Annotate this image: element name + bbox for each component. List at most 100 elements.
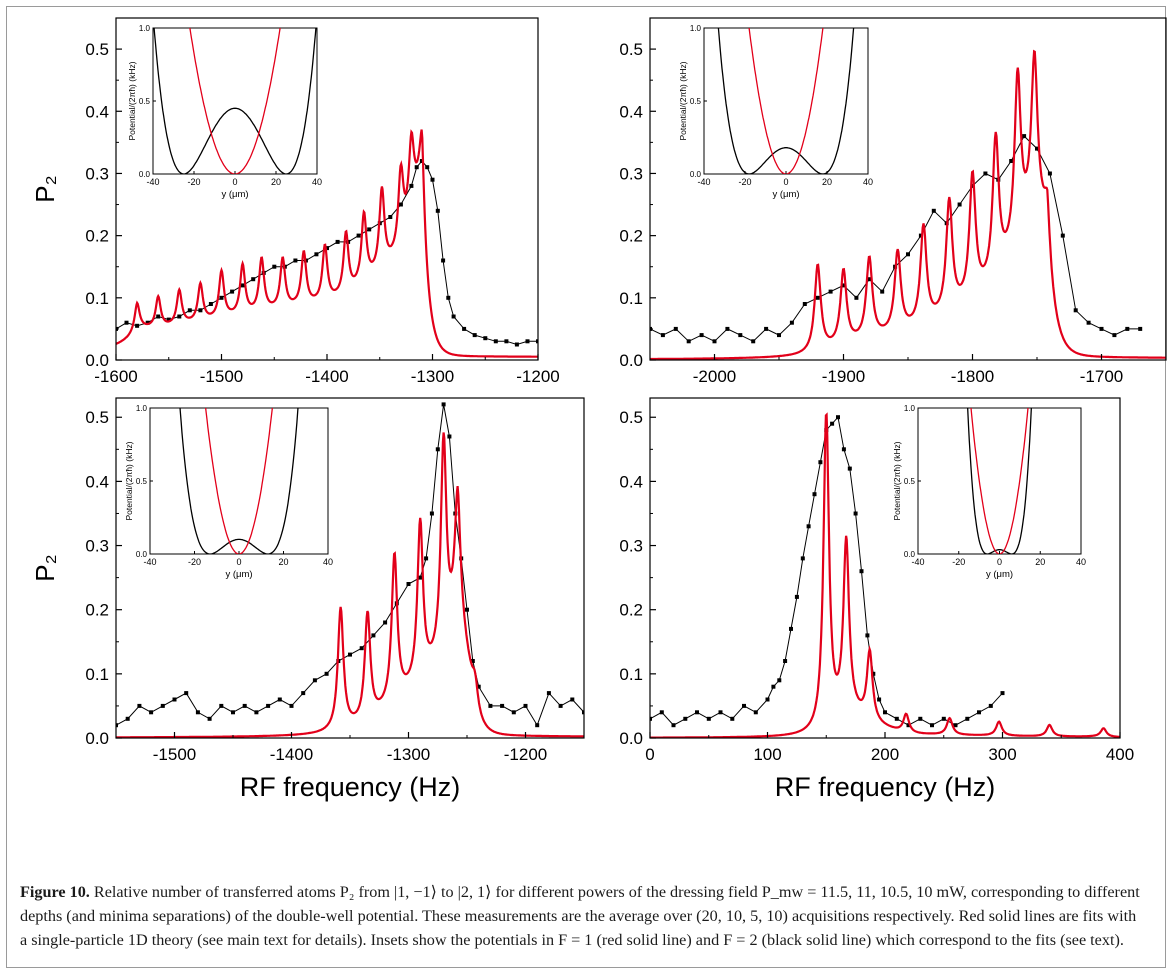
x-tick-label: -1300 bbox=[411, 367, 454, 386]
inset-x-tick-label: -20 bbox=[188, 557, 201, 567]
data-point bbox=[325, 246, 329, 251]
data-point bbox=[806, 524, 811, 529]
data-point bbox=[794, 594, 799, 599]
inset-y-axis-label: Potential/(2πħ) (kHz) bbox=[127, 61, 137, 140]
figure-label: Figure 10. bbox=[20, 883, 90, 901]
figure-caption-text: Relative number of transferred atoms P₂ … bbox=[20, 883, 1140, 949]
data-point bbox=[348, 652, 352, 657]
data-point bbox=[406, 582, 411, 586]
y-tick-label: 0.1 bbox=[85, 665, 109, 684]
data-point bbox=[1047, 171, 1052, 176]
y-tick-label: 0.0 bbox=[85, 351, 109, 370]
data-point bbox=[187, 308, 192, 313]
inset-x-tick-label: 40 bbox=[863, 177, 873, 187]
data-point bbox=[983, 171, 988, 176]
data-point bbox=[988, 703, 993, 708]
y-tick-label: 0.1 bbox=[619, 289, 643, 308]
x-tick-label: -1400 bbox=[305, 367, 348, 386]
data-point bbox=[871, 671, 876, 676]
data-point bbox=[941, 716, 946, 721]
y-tick-label: 0.1 bbox=[85, 289, 109, 308]
data-point bbox=[977, 710, 981, 715]
x-tick-label: -1200 bbox=[516, 367, 559, 386]
data-point bbox=[504, 339, 509, 344]
data-point bbox=[582, 710, 584, 715]
data-point bbox=[312, 678, 317, 683]
inset-x-tick-label: -40 bbox=[911, 557, 924, 567]
data-point bbox=[836, 415, 840, 420]
x-tick-label: -1200 bbox=[504, 745, 547, 764]
data-point bbox=[841, 283, 846, 288]
y-tick-label: 0.2 bbox=[85, 601, 109, 620]
y-tick-label: 0.0 bbox=[619, 351, 643, 370]
x-tick-label: -1300 bbox=[387, 745, 430, 764]
inset-x-tick-label: -40 bbox=[146, 177, 159, 187]
y-axis-label: P₂ bbox=[30, 175, 60, 202]
figure-caption: Figure 10. Relative number of transferre… bbox=[20, 880, 1140, 952]
y-tick-label: 0.5 bbox=[85, 408, 109, 427]
y-tick-label: 0.3 bbox=[619, 164, 643, 183]
data-point bbox=[230, 289, 235, 294]
data-line-bottom-left bbox=[116, 404, 584, 727]
inset-x-axis-label: y (μm) bbox=[986, 569, 1013, 580]
data-point bbox=[451, 314, 456, 319]
data-point bbox=[699, 333, 704, 338]
inset-curve-black bbox=[179, 408, 299, 554]
inset-curve-black bbox=[967, 408, 1032, 554]
data-point bbox=[135, 323, 140, 328]
inset-x-tick-label: -20 bbox=[187, 177, 200, 187]
inset-y-tick-label: 0.5 bbox=[139, 97, 151, 106]
inset-x-tick-label: 20 bbox=[822, 177, 832, 187]
data-point bbox=[195, 710, 200, 715]
fit-curve-top-right bbox=[650, 49, 1166, 360]
data-point bbox=[789, 320, 794, 325]
data-point bbox=[435, 447, 440, 452]
y-tick-label: 0.2 bbox=[619, 227, 643, 246]
inset-x-tick-label: -40 bbox=[143, 557, 156, 567]
inset-x-tick-label: 0 bbox=[236, 557, 241, 567]
fit-curve-bottom-right bbox=[650, 412, 1120, 738]
data-point bbox=[706, 716, 711, 721]
inset-x-tick-label: 40 bbox=[312, 177, 322, 187]
data-point bbox=[523, 703, 528, 708]
data-point bbox=[172, 697, 177, 702]
y-tick-label: 0.4 bbox=[85, 102, 109, 121]
data-point bbox=[388, 215, 393, 219]
inset-x-tick-label: -20 bbox=[952, 557, 965, 567]
inset-y-tick-label: 0.0 bbox=[136, 550, 148, 559]
data-point bbox=[812, 492, 817, 497]
inset-x-tick-label: 40 bbox=[323, 557, 333, 567]
y-tick-label: 0.5 bbox=[619, 408, 643, 427]
data-point bbox=[425, 165, 430, 170]
y-tick-label: 0.2 bbox=[619, 601, 643, 620]
x-tick-label: -1600 bbox=[94, 367, 137, 386]
x-tick-label: -1900 bbox=[822, 367, 865, 386]
x-tick-label: -2000 bbox=[693, 367, 736, 386]
data-point bbox=[815, 295, 820, 300]
data-point bbox=[184, 691, 189, 696]
data-point bbox=[465, 607, 469, 612]
data-point bbox=[742, 703, 746, 708]
fit-curve-bottom-left bbox=[116, 432, 584, 738]
x-tick-label: 100 bbox=[753, 745, 781, 764]
figure-plots: 0.0 0.1 0.2 0.3 0.4 0.5 -1600 -1500 -1400 -1300 -1… bbox=[30, 17, 1167, 802]
data-point bbox=[535, 723, 540, 728]
inset-frame bbox=[917, 407, 1082, 555]
inset-x-axis-label: y (μm) bbox=[225, 569, 252, 580]
data-point bbox=[371, 633, 376, 638]
data-point bbox=[514, 342, 519, 347]
data-point bbox=[470, 659, 475, 663]
data-point bbox=[488, 703, 493, 708]
data-point bbox=[435, 208, 440, 213]
inset-y-tick-label: 0.5 bbox=[690, 97, 702, 106]
x-tick-label: -1700 bbox=[1080, 367, 1123, 386]
inset-x-tick-label: 0 bbox=[783, 177, 788, 187]
data-point bbox=[116, 723, 118, 728]
data-point bbox=[673, 326, 678, 331]
inset-y-tick-label: 0.5 bbox=[904, 477, 916, 486]
data-point bbox=[753, 710, 758, 715]
data-point bbox=[751, 339, 756, 344]
inset-x-tick-label: -40 bbox=[697, 177, 710, 187]
data-point bbox=[414, 165, 419, 170]
data-point bbox=[476, 684, 481, 689]
